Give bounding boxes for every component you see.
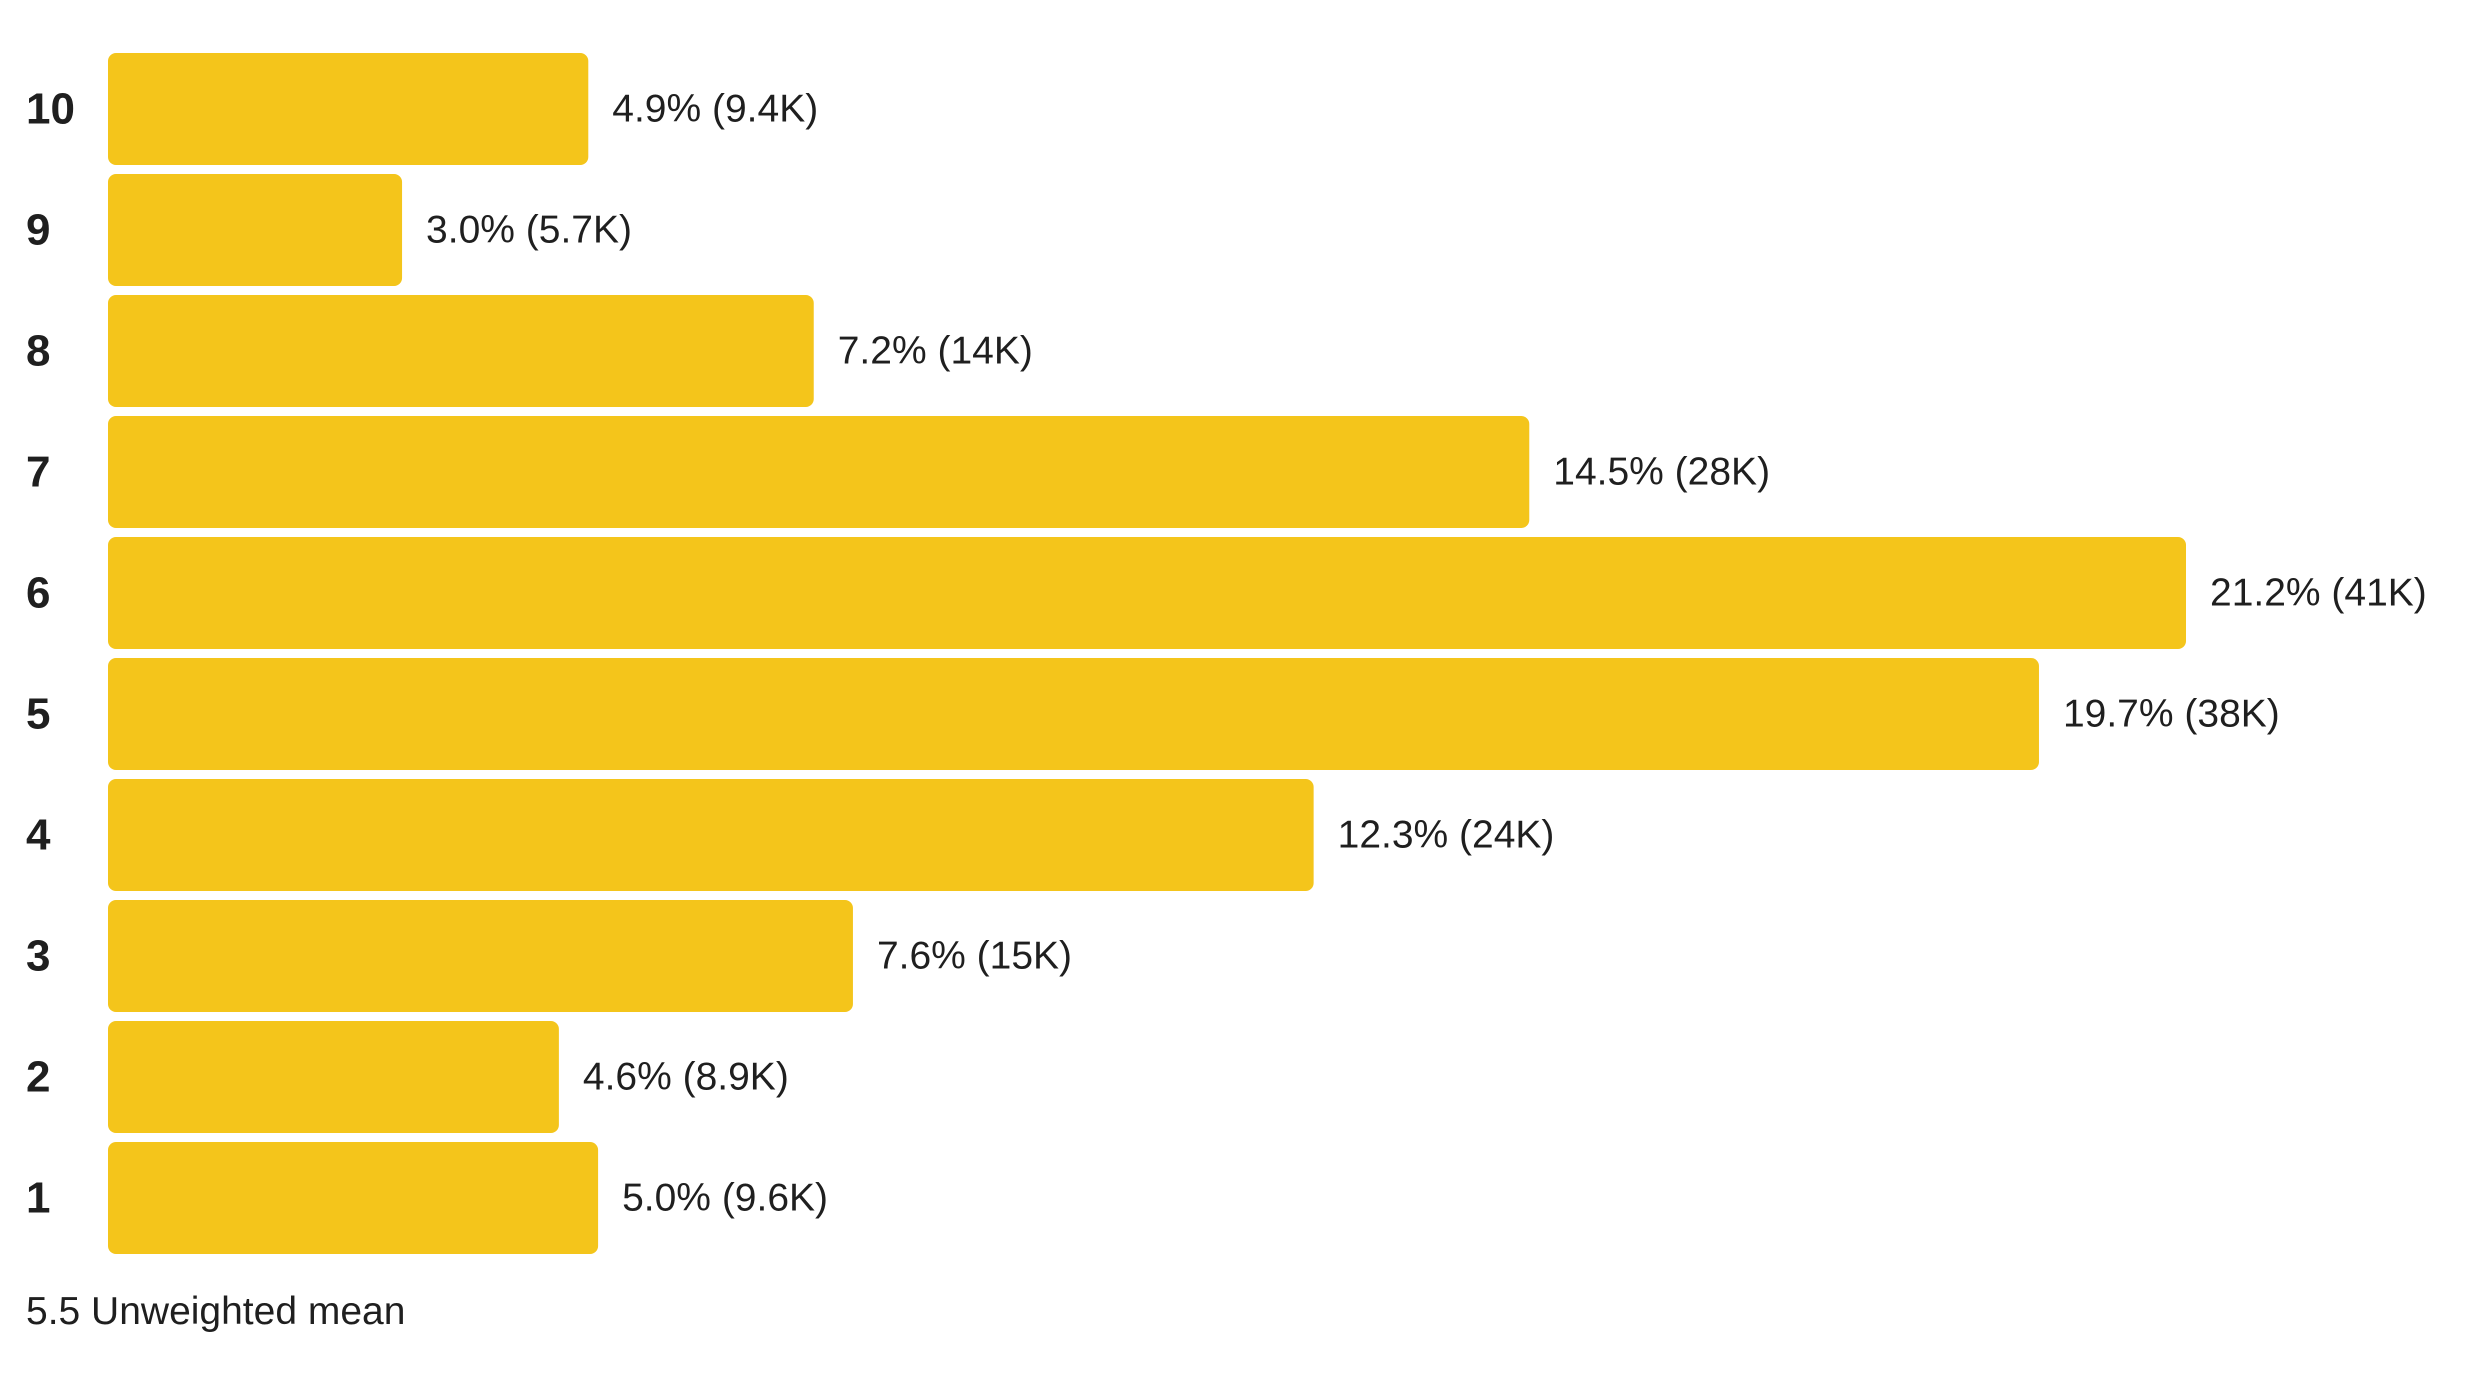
unweighted-mean-label: 5.5 Unweighted mean xyxy=(26,1290,406,1333)
bar xyxy=(108,174,403,286)
category-label: 9 xyxy=(26,206,50,255)
bar xyxy=(108,537,2186,649)
category-label: 7 xyxy=(26,448,50,497)
value-label: 4.6% (8.9K) xyxy=(583,1056,789,1099)
value-label: 7.2% (14K) xyxy=(838,330,1033,373)
value-label: 21.2% (41K) xyxy=(2210,572,2427,615)
bar xyxy=(108,416,1530,528)
value-label: 14.5% (28K) xyxy=(1553,451,1770,494)
category-label: 2 xyxy=(26,1053,50,1102)
category-label: 1 xyxy=(26,1174,50,1223)
bar xyxy=(108,658,2039,770)
value-label: 12.3% (24K) xyxy=(1338,814,1555,857)
category-label: 4 xyxy=(26,811,51,860)
bar xyxy=(108,53,589,165)
bar xyxy=(108,1142,599,1254)
value-label: 3.0% (5.7K) xyxy=(426,209,632,252)
bar xyxy=(108,779,1314,891)
bar xyxy=(108,295,814,407)
value-label: 4.9% (9.4K) xyxy=(612,88,818,131)
value-label: 19.7% (38K) xyxy=(2063,693,2280,736)
bar xyxy=(108,900,853,1012)
category-label: 10 xyxy=(26,85,75,134)
bar xyxy=(108,1021,559,1133)
category-label: 5 xyxy=(26,690,50,739)
category-label: 6 xyxy=(26,569,50,618)
category-label: 8 xyxy=(26,327,50,376)
category-label: 3 xyxy=(26,932,50,981)
value-label: 7.6% (15K) xyxy=(877,935,1072,978)
value-label: 5.0% (9.6K) xyxy=(622,1177,828,1220)
